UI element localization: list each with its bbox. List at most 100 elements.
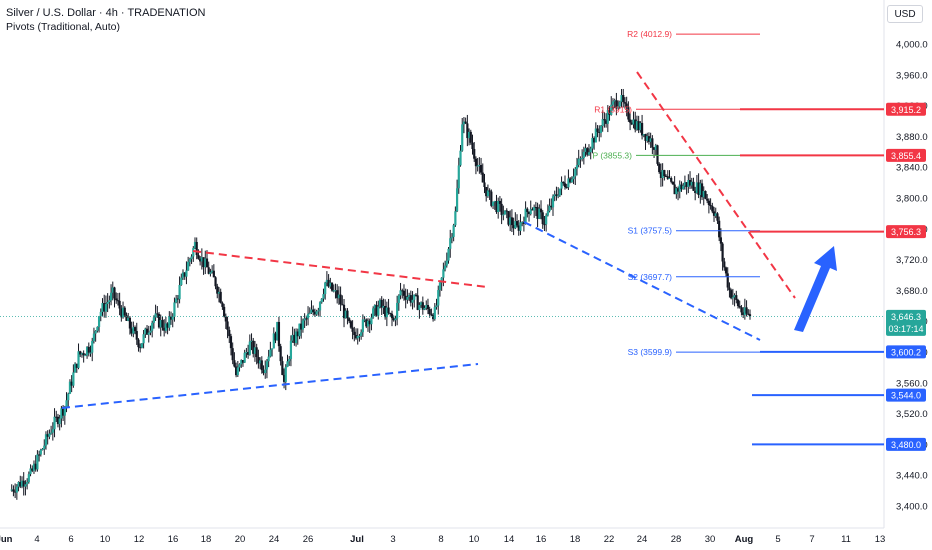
candle-body <box>277 321 281 347</box>
candle-body <box>15 486 18 493</box>
price-tick-label: 4,000.0 <box>896 40 928 51</box>
candle-body <box>644 134 647 141</box>
time-tick-label: 10 <box>469 534 480 545</box>
candle-body <box>659 172 663 178</box>
candle-body <box>82 353 85 356</box>
candle-body <box>581 158 584 160</box>
candle-body <box>709 205 712 207</box>
candle-body <box>372 308 375 318</box>
candle-body <box>384 305 387 318</box>
candle-body <box>385 307 388 318</box>
candle-body <box>432 314 435 320</box>
candle-body <box>437 290 440 306</box>
candle-body <box>574 168 577 177</box>
time-tick-label: Aug <box>735 534 754 545</box>
candle-body <box>55 416 58 418</box>
candle-body <box>724 267 728 274</box>
candle-body <box>521 222 524 224</box>
currency-button[interactable]: USD <box>887 5 923 23</box>
candle-body <box>630 122 633 125</box>
candle-body <box>10 489 13 491</box>
candle-body <box>420 302 423 305</box>
candle-body <box>423 307 426 310</box>
candle-body <box>332 290 335 292</box>
candle-body <box>142 334 145 344</box>
candle-body <box>601 119 604 127</box>
candle-body <box>572 176 575 180</box>
candle-body <box>144 328 147 335</box>
candle-body <box>397 295 400 303</box>
candle-body <box>365 319 368 327</box>
candle-body <box>449 238 452 249</box>
candle-body <box>67 393 70 401</box>
candle-body <box>161 320 164 328</box>
candle-body <box>270 348 274 350</box>
symbol-title[interactable]: Silver / U.S. Dollar · 4h · TRADENATION <box>6 7 206 19</box>
candle-body <box>137 339 140 348</box>
candle-body <box>664 176 668 178</box>
candle-body <box>53 416 56 430</box>
candle-body <box>637 121 640 131</box>
candle-body <box>396 302 399 319</box>
candle-body <box>255 347 258 358</box>
candle-body <box>276 321 279 341</box>
candle-body <box>75 363 78 368</box>
candle-body <box>517 225 520 231</box>
candle-body <box>353 331 356 336</box>
candle-body <box>721 243 724 262</box>
candle-body <box>101 303 104 312</box>
price-badge <box>886 309 926 336</box>
candle-body <box>694 190 697 193</box>
price-badge-value: 3,915.2 <box>891 105 921 115</box>
time-tick-label: 26 <box>303 534 314 545</box>
candle-body <box>370 317 373 325</box>
candle-body <box>103 303 106 312</box>
candle-body <box>38 454 41 456</box>
bullish-arrow <box>794 246 837 332</box>
candle-body <box>334 290 337 292</box>
candle-body <box>313 312 317 315</box>
indicator-label[interactable]: Pivots (Traditional, Auto) <box>6 21 120 33</box>
candle-body <box>121 307 125 318</box>
candle-body <box>358 335 361 337</box>
time-tick-label: 30 <box>705 534 716 545</box>
candle-body <box>315 311 318 315</box>
candle-body <box>317 310 320 312</box>
candle-body <box>551 196 555 208</box>
candle-body <box>89 352 92 354</box>
candle-body <box>188 259 191 262</box>
candle-body <box>495 201 498 212</box>
candle-body <box>640 122 644 136</box>
candle-body <box>747 313 750 315</box>
candle-body <box>159 320 162 328</box>
candle-body <box>392 318 395 321</box>
candle-body <box>109 292 113 301</box>
candle-body <box>538 208 541 219</box>
candle-body <box>714 213 717 216</box>
candle-body <box>163 327 166 331</box>
candle-body <box>649 138 652 142</box>
candle-body <box>402 290 406 296</box>
candle-body <box>625 103 628 108</box>
candle-body <box>666 176 669 179</box>
candle-body <box>473 148 476 159</box>
candle-body <box>531 209 534 211</box>
candle-body <box>228 329 231 337</box>
candle-body <box>253 347 257 354</box>
price-badge <box>886 102 926 116</box>
candle-body <box>180 277 183 285</box>
candle-body <box>735 295 738 300</box>
candle-body <box>154 313 157 318</box>
time-tick-label: 10 <box>100 534 111 545</box>
candle-body <box>211 270 214 273</box>
candle-body <box>579 158 582 160</box>
candle-body <box>51 429 54 433</box>
candle-body <box>486 190 490 197</box>
candle-body <box>459 150 462 166</box>
candle-body <box>390 313 394 319</box>
candle-body <box>505 210 508 212</box>
candle-body <box>361 319 364 333</box>
candle-body <box>14 491 17 493</box>
candle-body <box>711 205 714 212</box>
